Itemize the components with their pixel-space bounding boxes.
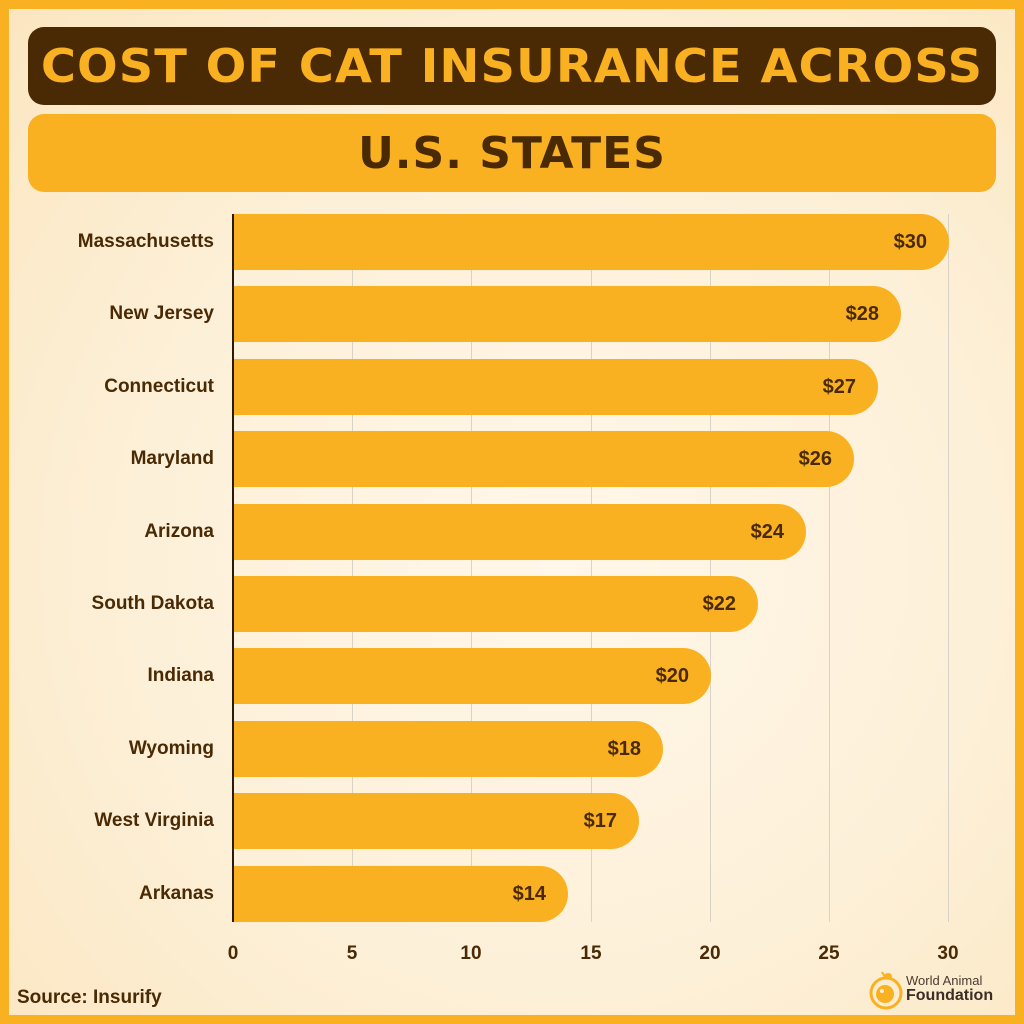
bar-value-label: $24 <box>750 521 784 543</box>
bar: $14 <box>234 866 568 922</box>
bar: $24 <box>234 504 806 560</box>
bar-category-label: New Jersey <box>109 303 214 324</box>
bar-category-label: Arizona <box>144 521 214 542</box>
logo-text-line2: Foundation <box>906 987 994 1004</box>
gridline <box>352 214 353 922</box>
bar-row: New Jersey $28 <box>0 286 1024 342</box>
bar-category-label: Maryland <box>130 448 214 469</box>
bar-value-label: $26 <box>798 448 832 470</box>
gridline <box>471 214 472 922</box>
bar-value-label: $27 <box>822 376 856 398</box>
bar-row: South Dakota $22 <box>0 576 1024 632</box>
bar-value-label: $22 <box>702 593 736 615</box>
gridline <box>591 214 592 922</box>
logo-text-line1: World Animal <box>906 973 983 988</box>
bar-row: Indiana $20 <box>0 648 1024 704</box>
bar-value-label: $30 <box>893 231 927 253</box>
x-tick-label: 0 <box>227 943 239 964</box>
bar: $26 <box>234 431 854 487</box>
bar-category-label: Indiana <box>147 665 214 686</box>
gridline <box>710 214 711 922</box>
y-axis-line <box>232 214 234 922</box>
page-subtitle: U.S. STATES <box>358 127 666 179</box>
title-banner: COST OF CAT INSURANCE ACROSS <box>28 27 996 105</box>
page-title: COST OF CAT INSURANCE ACROSS <box>40 39 984 93</box>
bar: $30 <box>234 214 949 270</box>
bar: $18 <box>234 721 663 777</box>
bar: $27 <box>234 359 878 415</box>
bar: $17 <box>234 793 639 849</box>
gridline <box>948 214 949 922</box>
bar-value-label: $20 <box>655 665 689 687</box>
bar-row: Arkanas $14 <box>0 866 1024 922</box>
bar-row: West Virginia $17 <box>0 793 1024 849</box>
bar-category-label: Massachusetts <box>77 231 214 252</box>
x-tick-label: 10 <box>460 943 482 964</box>
bar-value-label: $28 <box>845 303 879 325</box>
x-tick-label: 30 <box>937 943 959 964</box>
x-tick-label: 5 <box>346 943 358 964</box>
bar-row: Connecticut $27 <box>0 359 1024 415</box>
gridline <box>829 214 830 922</box>
bar-value-label: $17 <box>583 810 617 832</box>
bar-category-label: Wyoming <box>128 738 214 759</box>
world-animal-foundation-logo: World Animal Foundation <box>868 970 1008 1010</box>
bar: $20 <box>234 648 711 704</box>
bar: $28 <box>234 286 901 342</box>
x-tick-label: 25 <box>818 943 840 964</box>
bar-category-label: West Virginia <box>94 810 214 831</box>
bar-value-label: $14 <box>512 883 546 905</box>
bar-row: Maryland $26 <box>0 431 1024 487</box>
bar-category-label: Connecticut <box>104 376 214 397</box>
bar: $22 <box>234 576 758 632</box>
bar-category-label: Arkanas <box>139 883 214 904</box>
x-tick-label: 20 <box>699 943 721 964</box>
x-tick-label: 15 <box>580 943 602 964</box>
subtitle-banner: U.S. STATES <box>28 114 996 192</box>
bar-row: Massachusetts $30 <box>0 214 1024 270</box>
source-note: Source: Insurify <box>17 987 162 1008</box>
bar-row: Arizona $24 <box>0 504 1024 560</box>
pet-logo-icon <box>869 971 903 1010</box>
bar-category-label: South Dakota <box>91 593 214 614</box>
bar-value-label: $18 <box>607 738 641 760</box>
bar-row: Wyoming $18 <box>0 721 1024 777</box>
